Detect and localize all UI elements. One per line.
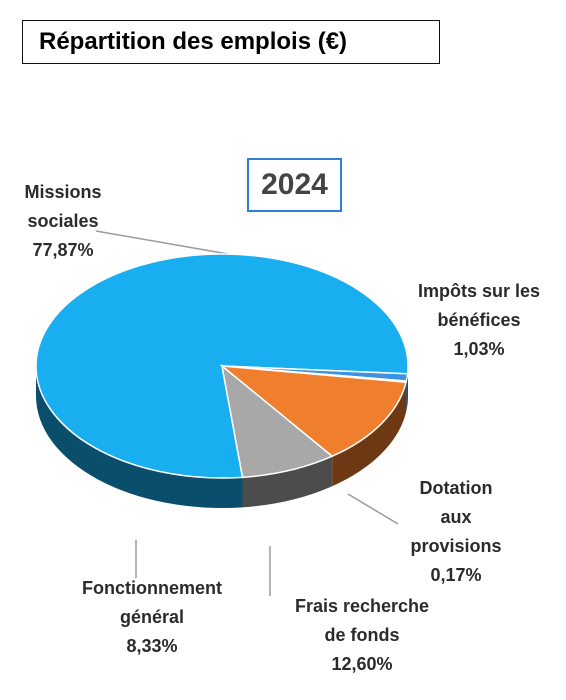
label-fonctionnement-general: Fonctionnement général 8,33% <box>82 578 222 656</box>
leader-line-1 <box>347 493 399 525</box>
year-badge: 2024 <box>247 158 342 212</box>
pie-tops <box>35 253 409 479</box>
pie-slice-4 <box>220 364 334 479</box>
pie-slice-3 <box>219 365 407 458</box>
pie-side-0 <box>36 366 243 509</box>
label-frais-recherche-fonds: Frais recherche de fonds 12,60% <box>294 596 430 674</box>
pie-sides <box>36 366 408 509</box>
leader-lines <box>95 230 399 596</box>
chart-title: Répartition des emplois (€) <box>22 20 440 64</box>
pie-side-3 <box>332 382 407 487</box>
leader-line-0 <box>95 230 229 255</box>
label-impots-benefices: Impôts sur les bénéfices 1,03% <box>417 281 541 359</box>
pie-side-1 <box>406 373 408 412</box>
label-missions-sociales: Missions sociales 77,87% <box>24 182 102 260</box>
pie-side-4 <box>242 456 333 508</box>
label-dotation-provisions: Dotation aux provisions 0,17% <box>410 478 502 585</box>
